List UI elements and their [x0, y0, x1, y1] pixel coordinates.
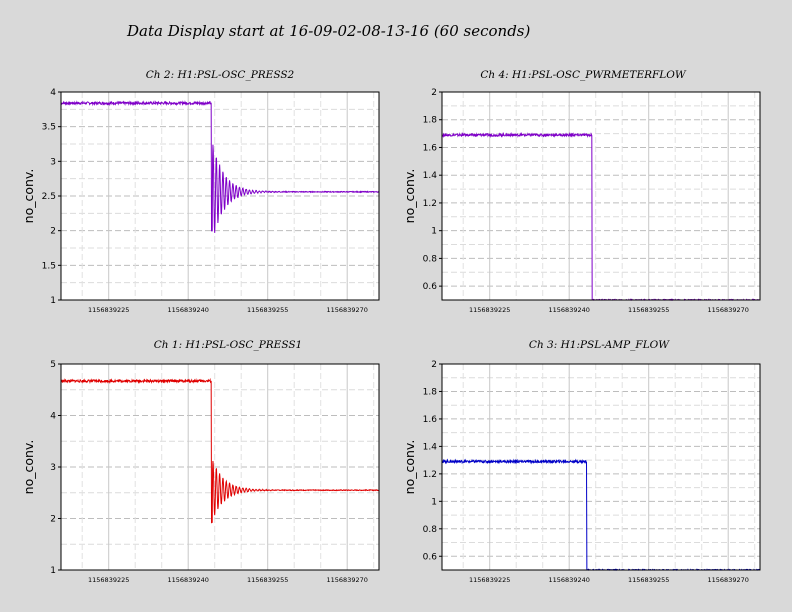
x-tick-label: 1156839255	[628, 306, 669, 314]
plot-frame	[60, 363, 380, 571]
y-tick-label: 2	[431, 88, 437, 98]
chart-title: Ch 2: H1:PSL-OSC_PRESS2	[146, 69, 295, 81]
y-tick-label: 3.5	[42, 123, 56, 133]
x-tick-label: 1156839225	[469, 306, 510, 314]
plot-frame	[441, 363, 761, 571]
ch1-svg: Ch 1: H1:PSL-OSC_PRESS1 1 2 3 4 5 1156839225 11…	[21, 339, 380, 584]
y-tick-label: 1.8	[423, 387, 438, 397]
ch2-svg: Ch 2: H1:PSL-OSC_PRESS2 1 1.5 2 2.5 3 3.5 4 1156…	[21, 69, 380, 314]
y-tick-label: 4	[50, 412, 56, 422]
x-tick-label: 1156839240	[549, 576, 590, 584]
x-tick-label: 1156839255	[247, 576, 288, 584]
y-tick-label: 2.5	[42, 192, 56, 202]
series-line-ch1	[60, 377, 380, 524]
y-tick-label: 1.6	[423, 415, 438, 425]
x-tick-label: 1156839225	[469, 576, 510, 584]
series-line-ch2	[60, 100, 380, 233]
ch3-svg: Ch 3: H1:PSL-AMP_FLOW 0.6 0.8 1 1.2 1.4 1.6 1.8…	[402, 339, 761, 584]
y-tick-label: 3	[50, 463, 56, 473]
y-tick-label: 4	[50, 88, 56, 98]
y-tick-label: 5	[50, 360, 56, 370]
x-tick-label: 1156839270	[708, 576, 749, 584]
y-tick-label: 1.8	[423, 116, 438, 126]
x-tick-label: 1156839225	[88, 576, 129, 584]
chart-title: Ch 4: H1:PSL-OSC_PWRMETERFLOW	[480, 69, 687, 81]
y-tick-label: 1	[431, 227, 437, 237]
y-tick-label: 0.6	[423, 552, 438, 562]
chart-ch1-panel: Ch 1: H1:PSL-OSC_PRESS1 1 2 3 4 5 1156839225 11…	[0, 332, 396, 612]
plot-area	[442, 92, 760, 300]
y-tick-label: 0.8	[423, 525, 438, 535]
x-tick-label: 1156839270	[327, 306, 368, 314]
x-tick-label: 1156839270	[708, 306, 749, 314]
y-axis-label: no_conv.	[402, 440, 417, 495]
ch4-svg: Ch 4: H1:PSL-OSC_PWRMETERFLOW 0.6 0.8 1 1.2 1…	[402, 69, 761, 314]
page-title: Data Display start at 16-09-02-08-13-16 …	[127, 22, 531, 40]
y-tick-label: 1.6	[423, 143, 438, 153]
y-tick-label: 2	[50, 227, 56, 237]
y-tick-label: 1	[431, 497, 437, 507]
y-tick-label: 1.5	[42, 261, 56, 271]
y-tick-label: 2	[50, 515, 56, 525]
y-axis-label: no_conv.	[21, 169, 36, 224]
y-tick-label: 3	[50, 157, 56, 167]
x-tick-label: 1156839255	[628, 576, 669, 584]
y-tick-label: 1	[50, 296, 56, 306]
y-tick-label: 0.6	[423, 282, 438, 292]
y-tick-label: 1.4	[423, 171, 438, 181]
plot-frame	[60, 91, 380, 301]
y-tick-label: 0.8	[423, 254, 438, 264]
y-axis-label: no_conv.	[21, 440, 36, 495]
x-tick-label: 1156839240	[168, 576, 209, 584]
y-tick-label: 1	[50, 566, 56, 576]
y-axis-label: no_conv.	[402, 169, 417, 224]
chart-title: Ch 3: H1:PSL-AMP_FLOW	[529, 339, 670, 351]
plot-frame	[441, 91, 761, 301]
x-tick-label: 1156839270	[327, 576, 368, 584]
x-tick-label: 1156839240	[549, 306, 590, 314]
chart-title: Ch 1: H1:PSL-OSC_PRESS1	[154, 339, 302, 351]
x-tick-label: 1156839255	[247, 306, 288, 314]
x-tick-label: 1156839240	[168, 306, 209, 314]
plot-area	[442, 364, 760, 570]
y-tick-label: 1.2	[423, 470, 437, 480]
y-tick-label: 2	[431, 360, 437, 370]
chart-ch2-panel: Ch 2: H1:PSL-OSC_PRESS2 1 1.5 2 2.5 3 3.5 4 1156…	[0, 62, 396, 342]
y-tick-label: 1.4	[423, 442, 438, 452]
chart-ch3-panel: Ch 3: H1:PSL-AMP_FLOW 0.6 0.8 1 1.2 1.4 1.6 1.8…	[384, 332, 780, 612]
y-tick-label: 1.2	[423, 199, 437, 209]
chart-ch4-panel: Ch 4: H1:PSL-OSC_PWRMETERFLOW 0.6 0.8 1 1.2 1…	[384, 62, 780, 342]
x-tick-label: 1156839225	[88, 306, 129, 314]
